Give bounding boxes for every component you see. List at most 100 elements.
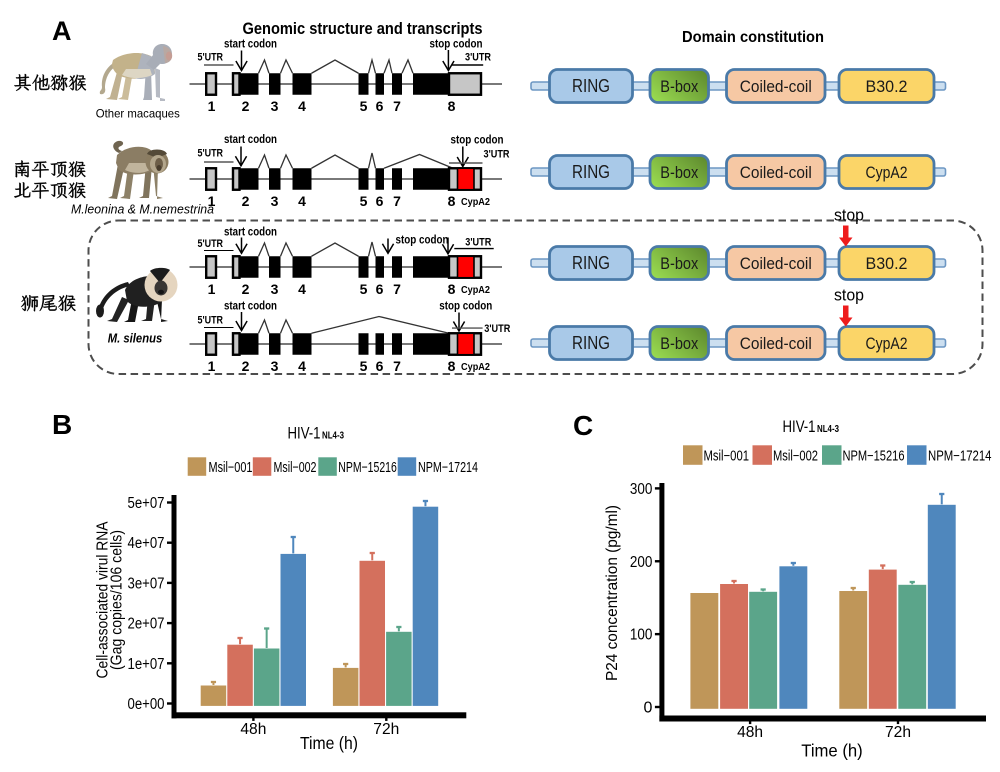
svg-text:B: B — [52, 409, 72, 440]
svg-text:Coiled-coil: Coiled-coil — [740, 254, 812, 273]
svg-text:Coiled-coil: Coiled-coil — [740, 77, 812, 96]
svg-text:start codon: start codon — [224, 300, 277, 312]
svg-text:HIV-1: HIV-1 — [288, 424, 321, 443]
svg-text:3: 3 — [271, 281, 279, 297]
svg-text:48h: 48h — [240, 721, 266, 738]
svg-text:8: 8 — [448, 98, 456, 114]
svg-text:stop codon: stop codon — [439, 301, 492, 313]
svg-text:B30.2: B30.2 — [866, 77, 908, 96]
svg-text:4: 4 — [298, 193, 306, 209]
svg-text:A: A — [52, 16, 72, 46]
svg-text:2: 2 — [242, 281, 250, 297]
svg-text:4: 4 — [298, 98, 306, 114]
svg-text:0e+00: 0e+00 — [128, 696, 165, 713]
svg-text:NL4-3: NL4-3 — [322, 431, 344, 442]
svg-text:stop codon: stop codon — [396, 235, 449, 247]
svg-text:3e+07: 3e+07 — [128, 575, 165, 592]
svg-text:M.leonina & M.nemestrina: M.leonina & M.nemestrina — [71, 202, 214, 217]
svg-text:3: 3 — [271, 358, 279, 374]
svg-text:Coiled-coil: Coiled-coil — [740, 334, 812, 353]
svg-text:NPM−15216: NPM−15216 — [843, 448, 905, 464]
svg-text:stop codon: stop codon — [430, 39, 483, 51]
svg-text:7: 7 — [393, 358, 401, 374]
svg-text:Domain constitution: Domain constitution — [682, 29, 824, 46]
svg-text:RING: RING — [572, 76, 610, 96]
svg-text:6: 6 — [376, 193, 384, 209]
svg-text:6: 6 — [376, 281, 384, 297]
svg-text:CypA2: CypA2 — [866, 334, 908, 353]
svg-text:B-box: B-box — [660, 164, 699, 182]
svg-text:8: 8 — [448, 193, 456, 209]
svg-text:5e+07: 5e+07 — [128, 495, 165, 512]
svg-text:start codon: start codon — [224, 134, 277, 146]
svg-text:NL4-3: NL4-3 — [817, 424, 839, 435]
svg-text:3: 3 — [271, 98, 279, 114]
svg-text:CypA2: CypA2 — [461, 285, 490, 296]
svg-text:CypA2: CypA2 — [461, 197, 490, 208]
svg-text:B-box: B-box — [660, 335, 699, 353]
svg-text:Msil−002: Msil−002 — [773, 448, 818, 464]
svg-text:CypA2: CypA2 — [461, 362, 490, 373]
svg-text:2: 2 — [242, 358, 250, 374]
svg-text:B-box: B-box — [660, 255, 699, 273]
svg-text:2: 2 — [242, 98, 250, 114]
svg-text:M. silenus: M. silenus — [108, 331, 163, 346]
svg-text:4: 4 — [298, 358, 306, 374]
svg-text:7: 7 — [393, 193, 401, 209]
svg-text:3'UTR: 3'UTR — [465, 237, 491, 249]
svg-text:stop codon: stop codon — [451, 135, 504, 147]
svg-text:6: 6 — [376, 98, 384, 114]
svg-text:5: 5 — [360, 98, 368, 114]
svg-text:RING: RING — [572, 253, 610, 273]
svg-text:4: 4 — [298, 281, 306, 297]
svg-text:HIV-1: HIV-1 — [783, 417, 816, 436]
svg-text:NPM−17214: NPM−17214 — [418, 460, 478, 476]
svg-text:5'UTR: 5'UTR — [198, 238, 224, 250]
svg-text:300: 300 — [630, 481, 653, 498]
svg-text:start codon: start codon — [224, 39, 277, 51]
svg-text:Time (h): Time (h) — [300, 733, 358, 753]
svg-text:5'UTR: 5'UTR — [198, 315, 224, 327]
svg-text:5: 5 — [360, 358, 368, 374]
svg-text:8: 8 — [448, 281, 456, 297]
svg-text:NPM−15216: NPM−15216 — [338, 460, 397, 476]
svg-text:Genomic structure and transcri: Genomic structure and transcripts — [243, 20, 483, 38]
svg-text:5: 5 — [360, 281, 368, 297]
svg-text:7: 7 — [393, 98, 401, 114]
svg-text:3: 3 — [271, 193, 279, 209]
svg-text:1: 1 — [208, 358, 216, 374]
svg-text:6: 6 — [376, 358, 384, 374]
svg-text:200: 200 — [630, 554, 653, 571]
svg-text:RING: RING — [572, 333, 610, 353]
svg-text:72h: 72h — [885, 724, 911, 741]
svg-text:B-box: B-box — [660, 78, 699, 96]
svg-text:Cell-associated virul RNA: Cell-associated virul RNA — [95, 521, 112, 679]
svg-text:C: C — [573, 410, 593, 441]
svg-text:3'UTR: 3'UTR — [465, 52, 491, 64]
svg-text:48h: 48h — [737, 724, 763, 741]
svg-text:Msil−001: Msil−001 — [209, 460, 253, 476]
svg-text:2: 2 — [242, 193, 250, 209]
svg-text:8: 8 — [448, 358, 456, 374]
svg-text:1: 1 — [208, 193, 216, 209]
svg-text:100: 100 — [630, 627, 653, 644]
svg-text:Coiled-coil: Coiled-coil — [740, 163, 812, 182]
svg-text:RING: RING — [572, 162, 610, 182]
svg-text:7: 7 — [393, 281, 401, 297]
svg-text:Other macaques: Other macaques — [96, 107, 180, 121]
svg-text:3'UTR: 3'UTR — [484, 149, 510, 161]
svg-text:2e+07: 2e+07 — [128, 616, 165, 633]
svg-text:5'UTR: 5'UTR — [198, 148, 224, 160]
svg-text:B30.2: B30.2 — [866, 254, 908, 273]
svg-text:Msil−002: Msil−002 — [274, 460, 317, 476]
svg-text:1: 1 — [208, 98, 216, 114]
svg-text:NPM−17214: NPM−17214 — [928, 448, 992, 464]
svg-text:CypA2: CypA2 — [866, 163, 908, 182]
svg-text:Time (h): Time (h) — [801, 741, 863, 761]
svg-text:stop: stop — [834, 207, 864, 225]
svg-text:72h: 72h — [373, 721, 399, 738]
svg-text:start codon: start codon — [224, 226, 277, 238]
svg-text:5'UTR: 5'UTR — [198, 52, 224, 64]
svg-text:5: 5 — [360, 193, 368, 209]
svg-text:stop: stop — [834, 287, 864, 305]
